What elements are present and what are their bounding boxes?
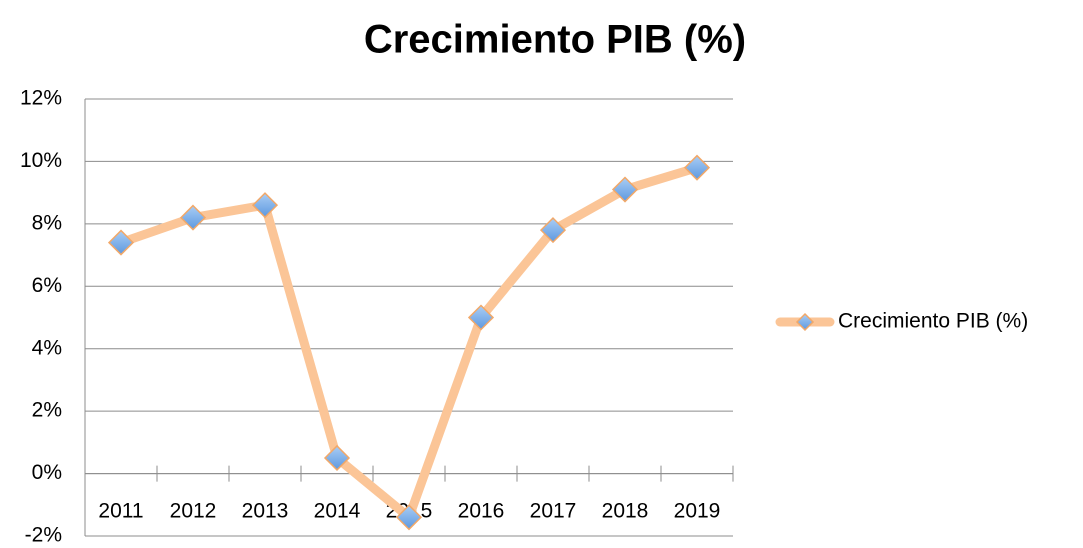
x-tick-label: 2017 (530, 500, 577, 523)
y-tick-label: -2% (25, 524, 62, 547)
marker (467, 304, 495, 331)
y-tick-label: 6% (32, 274, 62, 297)
x-tick-label: 2014 (314, 500, 361, 523)
legend-marker (795, 312, 815, 332)
chart-title: Crecimiento PIB (%) (364, 18, 746, 62)
marker (395, 504, 423, 531)
y-tick-label: 0% (32, 461, 62, 484)
marker (179, 204, 207, 231)
legend-label: Crecimiento PIB (%) (838, 310, 1028, 333)
series-line (116, 163, 702, 522)
marker (107, 229, 135, 256)
x-tick-label: 2019 (674, 500, 721, 523)
y-tick-label: 8% (32, 211, 62, 234)
marker (611, 176, 639, 203)
x-tick-label: 2012 (170, 500, 217, 523)
marker (323, 444, 351, 472)
y-tick-label: 10% (20, 149, 62, 172)
marker (251, 192, 279, 219)
x-tick-label: 2018 (602, 500, 649, 523)
y-tick-label: 2% (32, 399, 62, 422)
marker (683, 154, 711, 181)
x-tick-label: 2011 (98, 500, 143, 523)
x-tick-label: 2016 (458, 500, 505, 523)
y-tick-label: 12% (20, 87, 62, 110)
x-tick-label: 2013 (242, 500, 289, 523)
y-tick-label: 4% (32, 336, 62, 359)
marker (539, 217, 567, 244)
